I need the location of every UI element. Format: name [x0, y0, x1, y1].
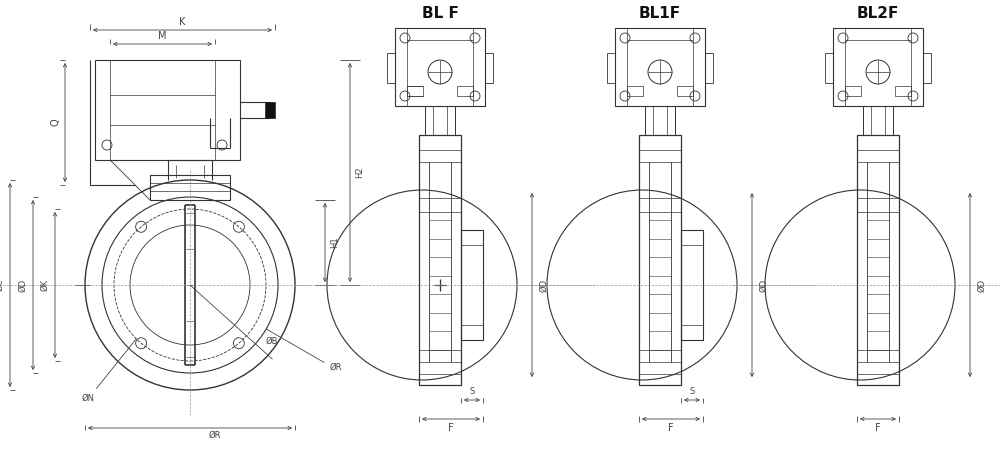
Bar	[419, 135, 461, 385]
Text: F: F	[448, 423, 454, 433]
Text: ØD: ØD	[18, 279, 28, 292]
Bar	[825, 53, 833, 83]
Text: F: F	[668, 423, 674, 433]
Text: ØN: ØN	[82, 394, 95, 403]
Text: H1: H1	[330, 236, 340, 248]
Text: BL2F: BL2F	[857, 7, 899, 21]
Text: H2: H2	[356, 166, 364, 178]
Text: ØR: ØR	[330, 363, 342, 372]
Bar	[833, 28, 923, 106]
Bar	[645, 106, 675, 135]
Text: BL F: BL F	[422, 7, 458, 21]
Bar	[863, 106, 893, 135]
Bar	[485, 53, 493, 83]
Bar	[627, 86, 643, 96]
Bar	[923, 53, 931, 83]
Text: Q: Q	[50, 118, 60, 126]
Bar	[407, 86, 423, 96]
Bar	[265, 102, 275, 118]
Bar	[425, 106, 455, 135]
Text: ØD: ØD	[978, 279, 986, 292]
Bar	[677, 86, 693, 96]
Text: ØK: ØK	[40, 279, 50, 291]
Bar	[457, 86, 473, 96]
Text: F: F	[875, 423, 881, 433]
Bar	[387, 53, 395, 83]
Bar	[845, 86, 861, 96]
Bar	[395, 28, 485, 106]
Text: ØD: ØD	[760, 279, 768, 292]
Text: K: K	[179, 17, 185, 27]
Bar	[705, 53, 713, 83]
Text: ØB: ØB	[265, 336, 278, 345]
Text: M: M	[158, 31, 166, 41]
Bar	[681, 230, 703, 340]
Bar	[615, 28, 705, 106]
Text: BL1F: BL1F	[639, 7, 681, 21]
Bar	[639, 135, 681, 385]
Bar	[150, 175, 230, 200]
Bar	[607, 53, 615, 83]
Bar	[895, 86, 911, 96]
Bar	[857, 135, 899, 385]
Text: ØD: ØD	[540, 279, 548, 292]
Text: S: S	[469, 388, 475, 397]
Text: S: S	[689, 388, 695, 397]
Text: ØR: ØR	[209, 431, 221, 439]
Bar	[461, 230, 483, 340]
Text: ØC: ØC	[0, 279, 5, 291]
Bar	[95, 60, 240, 160]
